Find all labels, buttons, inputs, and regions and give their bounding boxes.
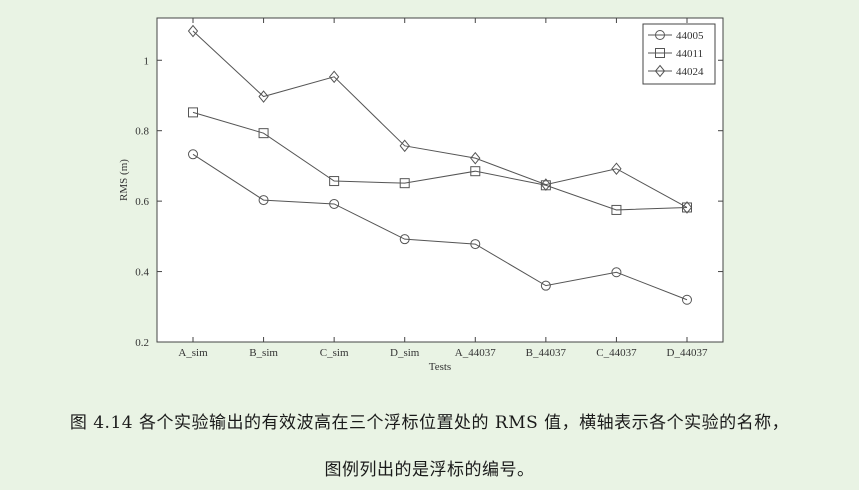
x-axis-label: Tests [429,361,451,373]
data-point-44024 [187,24,199,38]
data-point-44005 [329,198,340,209]
data-point-44005 [470,239,481,250]
data-point-44011 [470,166,481,177]
x-tick-label: C_44037 [596,347,637,359]
data-point-44011 [399,178,410,189]
x-tick-label: B_sim [249,347,278,359]
data-point-44011 [188,107,198,118]
legend-marker-44005 [655,30,665,40]
y-tick-label: 0.8 [135,126,149,138]
y-tick-label: 0.4 [135,267,149,279]
legend-label: 44005 [676,30,704,42]
data-point-44024 [328,70,340,84]
legend-label: 44024 [676,66,704,78]
legend-label: 44011 [676,48,703,60]
legend-marker-44011 [655,48,665,58]
figure-caption-line-2: 图例列出的是浮标的编号。 [324,460,535,480]
data-point-44011 [611,204,622,215]
y-tick-label: 0.2 [135,337,149,349]
x-tick-label: A_sim [178,347,208,359]
legend-marker-44024 [654,64,666,78]
data-point-44024 [399,139,410,153]
data-point-44024 [258,90,269,103]
x-tick-label: B_44037 [526,347,567,359]
data-point-44005 [540,280,551,291]
series-line-44005 [192,153,688,301]
data-point-44005 [399,234,410,245]
x-tick-label: D_sim [390,347,420,359]
data-point-44024 [681,201,693,214]
data-point-44005 [258,195,269,206]
x-tick-label: C_sim [320,347,349,359]
data-point-44024 [470,151,481,165]
figure-caption-line-1: 图 4.14 各个实验输出的有效波高在三个浮标位置处的 RMS 值，横轴表示各个… [69,413,790,433]
data-point-44024 [540,178,552,191]
y-tick-label: 0.6 [135,196,149,208]
data-point-44005 [188,149,198,160]
series-line-44011 [192,111,688,211]
data-point-44005 [611,267,622,278]
data-point-44005 [682,294,692,305]
data-point-44011 [329,176,340,187]
y-axis-label: RMS (m) [118,159,130,201]
x-tick-label: D_44037 [667,347,708,359]
data-point-44011 [258,128,269,139]
plot-area [156,17,724,343]
x-tick-label: A_44037 [455,347,496,359]
rms-line-chart: 0.2 0.4 0.6 0.8 1 A_sim B_sim C_sim D_sim A_44037… [118,17,724,373]
y-tick-label: 1 [144,55,150,67]
series-line-44024 [192,30,688,208]
data-point-44024 [611,162,622,176]
